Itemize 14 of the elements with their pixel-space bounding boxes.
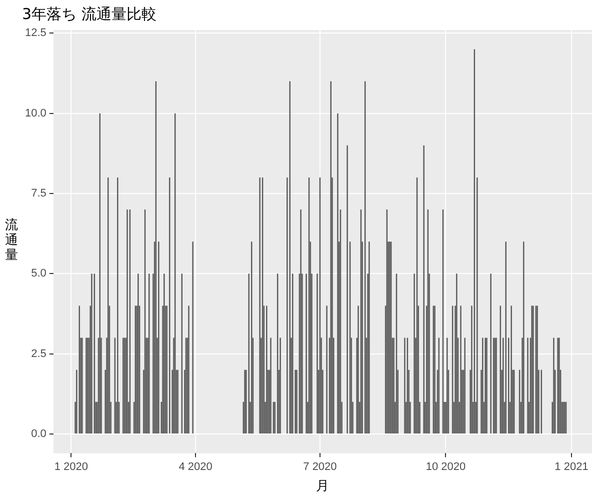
x-tick-label: 1 2021 — [554, 460, 588, 473]
chart-title: 3年落ち 流通量比較 — [22, 4, 156, 23]
y-tick-label: 10.0 — [24, 107, 46, 120]
x-tick-label: 10 2020 — [426, 460, 466, 473]
y-axis-title: 流通量 — [5, 218, 18, 263]
x-axis-title: 月 — [316, 478, 330, 493]
x-tick-label: 1 2020 — [54, 460, 88, 473]
y-tick-label: 0.0 — [31, 428, 46, 440]
y-tick-label: 5.0 — [31, 268, 46, 280]
y-tick-label: 12.5 — [24, 27, 46, 40]
y-tick-label: 7.5 — [31, 188, 46, 200]
x-tick-label: 7 2020 — [303, 460, 337, 473]
y-tick-label: 2.5 — [31, 348, 46, 360]
x-tick-label: 4 2020 — [178, 460, 212, 473]
